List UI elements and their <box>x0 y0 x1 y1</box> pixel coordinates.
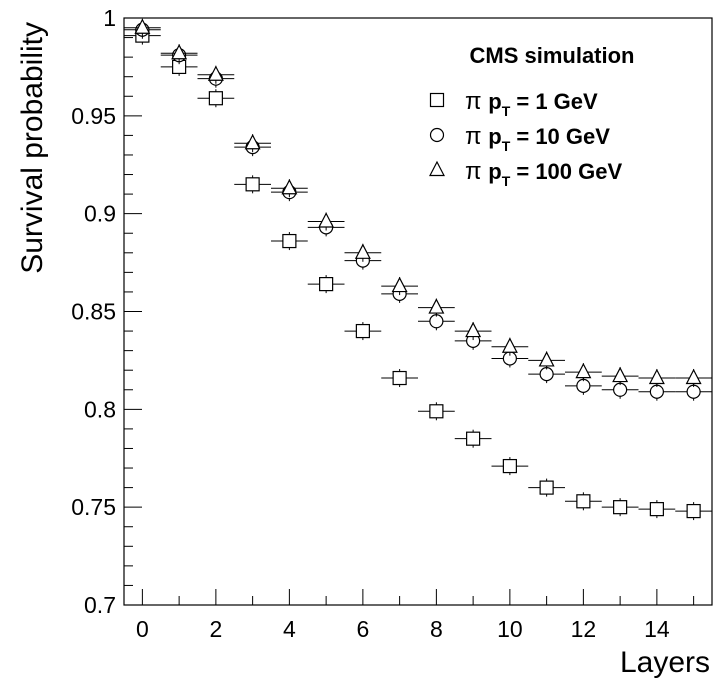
data-point <box>613 382 628 397</box>
x-tick-label: 12 <box>571 616 597 642</box>
data-point <box>501 337 518 353</box>
data-point <box>686 503 701 519</box>
data-point <box>429 404 444 419</box>
data-layer <box>124 18 712 521</box>
legend-entry: π pT = 1 GeV <box>429 88 598 119</box>
data-point <box>245 177 260 192</box>
data-point <box>354 243 371 259</box>
y-axis-title: Survival probability <box>16 22 49 274</box>
data-point <box>685 368 702 385</box>
data-point <box>244 133 261 150</box>
legend-label: π pT = 100 GeV <box>465 158 622 189</box>
y-tick-label: 0.7 <box>84 592 116 618</box>
data-point <box>502 458 517 474</box>
data-point <box>576 494 591 509</box>
data-point <box>207 65 224 81</box>
data-point <box>171 43 188 60</box>
x-tick-label: 6 <box>356 616 369 642</box>
series-circle <box>124 20 712 401</box>
data-point <box>576 378 591 393</box>
legend-entry: π pT = 10 GeV <box>429 123 610 154</box>
data-point <box>208 91 223 106</box>
legend-marker-triangle <box>429 160 445 177</box>
data-point <box>429 314 444 329</box>
data-point <box>428 298 445 314</box>
data-point <box>539 480 554 495</box>
x-tick-label: 14 <box>644 616 670 642</box>
legend: CMS simulation π pT = 1 GeV π pT = 10 GeV… <box>429 43 635 189</box>
data-point <box>466 431 481 446</box>
x-tick-label: 0 <box>136 616 149 642</box>
data-point <box>318 212 335 228</box>
data-point <box>355 323 370 339</box>
x-tick-label: 4 <box>283 616 296 642</box>
x-tick-label: 10 <box>497 616 523 642</box>
legend-title: CMS simulation <box>469 43 634 68</box>
data-point <box>392 370 407 386</box>
x-tick-label: 2 <box>209 616 222 642</box>
data-point <box>649 384 664 399</box>
data-point <box>465 321 482 338</box>
data-point <box>134 18 151 34</box>
series-square <box>124 26 712 521</box>
y-tick-label: 0.95 <box>71 103 116 129</box>
data-point <box>649 502 664 517</box>
data-point <box>281 178 298 195</box>
plot-frame <box>123 17 713 606</box>
legend-label: π pT = 1 GeV <box>465 88 598 119</box>
x-axis-title: Layers <box>620 646 710 679</box>
data-point <box>612 366 629 383</box>
y-tick-label: 0.75 <box>71 494 116 520</box>
data-point <box>391 276 408 293</box>
legend-marker-circle <box>429 127 445 143</box>
data-point <box>319 277 334 292</box>
data-point <box>538 351 555 367</box>
y-tick-label: 0.9 <box>84 201 116 227</box>
legend-marker-square <box>429 92 445 108</box>
y-tick-label: 1 <box>103 5 116 31</box>
y-axis-ticks: 0.7 0.75 0.8 0.85 0.9 0.95 1 <box>71 5 142 618</box>
legend-entry: π pT = 100 GeV <box>429 158 622 189</box>
data-point <box>539 367 554 382</box>
data-point <box>613 500 628 515</box>
y-tick-label: 0.85 <box>71 299 116 325</box>
data-point <box>648 368 665 385</box>
x-axis-ticks: 0 2 4 6 8 10 12 14 <box>136 589 695 642</box>
legend-label: π pT = 10 GeV <box>465 123 610 154</box>
y-tick-label: 0.8 <box>84 396 116 422</box>
series-triangle <box>124 18 712 388</box>
data-point <box>686 384 701 399</box>
data-point <box>282 233 297 249</box>
data-point <box>575 362 592 379</box>
x-tick-label: 8 <box>430 616 443 642</box>
